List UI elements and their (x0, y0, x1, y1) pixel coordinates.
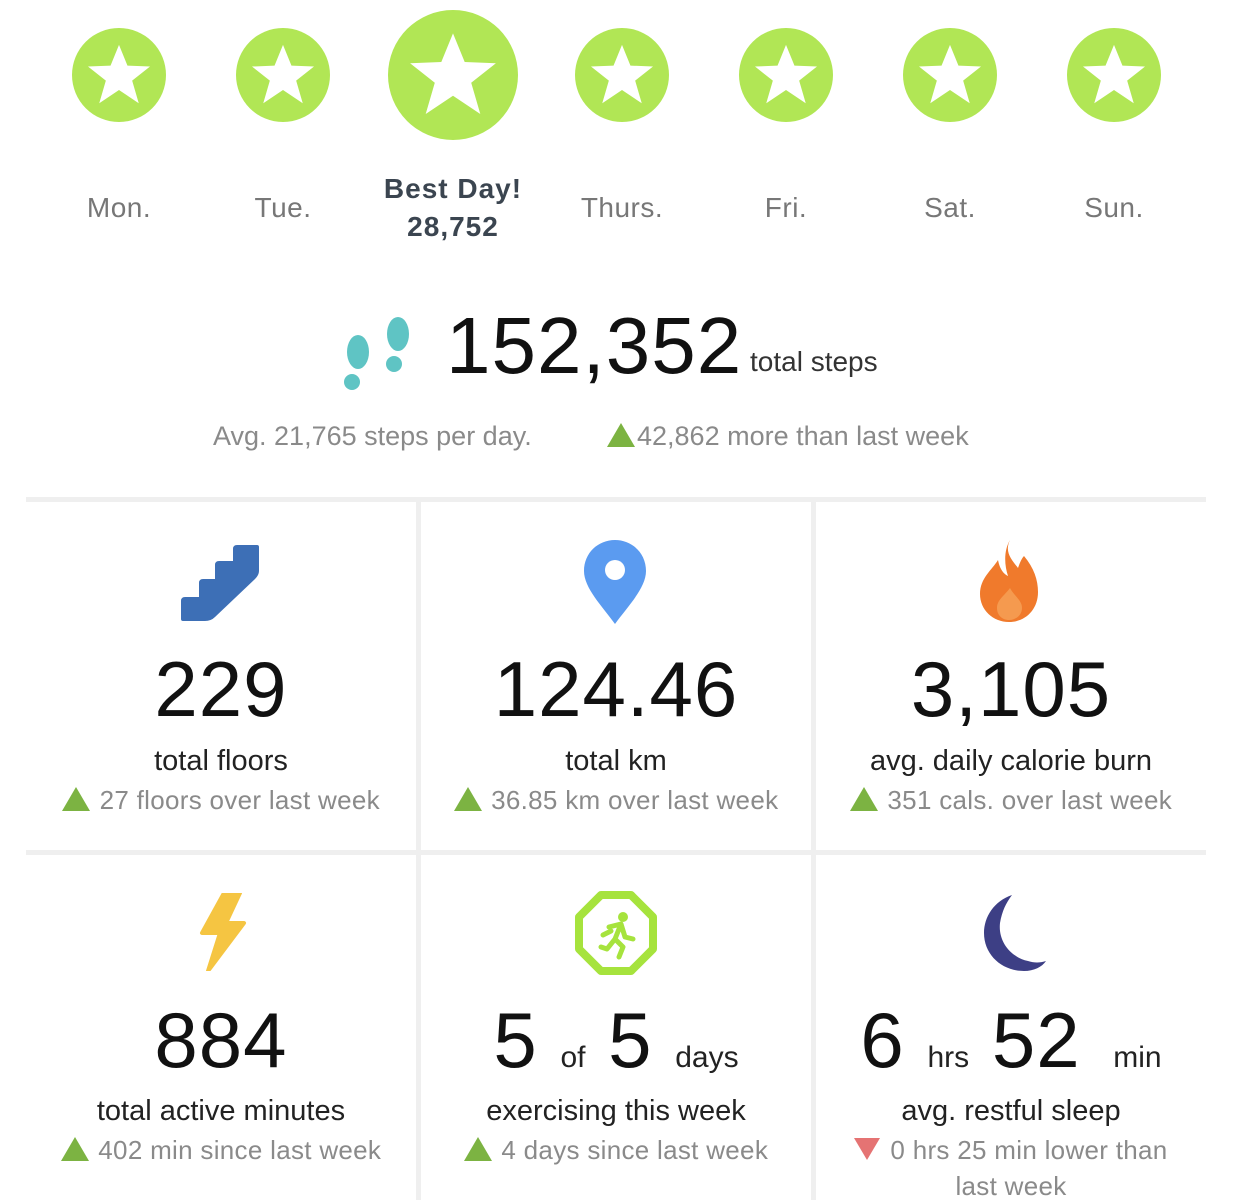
tile-floors[interactable]: 229 total floors 27 floors over last wee… (26, 502, 416, 850)
floors-label: total floors (154, 745, 288, 777)
exercise-days-unit: days (675, 1041, 739, 1074)
exercise-days-change-text: 4 days since last week (501, 1135, 769, 1165)
day-label: Tue. (254, 192, 312, 223)
floors-value: 229 (154, 645, 288, 733)
sleep-hours-unit: hrs (927, 1041, 970, 1074)
active-minutes-change-text: 402 min since last week (98, 1135, 382, 1165)
calories-label: avg. daily calorie burn (869, 745, 1153, 777)
sleep-value: 6 hrs 52 min (816, 995, 1206, 1086)
day-label: Mon. (86, 192, 152, 223)
sleep-change: 0 hrs 25 min lower than last week (816, 1132, 1206, 1200)
stats-grid: 229 total floors 27 floors over last wee… (26, 497, 1206, 1200)
star-badge-icon (903, 28, 997, 122)
steps-change-text: 42,862 more than last week (637, 421, 969, 451)
tile-sleep[interactable]: 6 hrs 52 min avg. restful sleep 0 hrs 25… (816, 855, 1206, 1200)
sleep-label: avg. restful sleep (901, 1095, 1121, 1127)
tile-distance[interactable]: 124.46 total km 36.85 km over last week (421, 502, 811, 850)
down-arrow-icon (854, 1138, 881, 1161)
tile-calories[interactable]: 3,105 avg. daily calorie burn 351 cals. … (816, 502, 1206, 850)
star-badge-icon (236, 28, 330, 122)
steps-change: 42,862 more than last week (607, 421, 969, 452)
distance-label: total km (565, 745, 667, 777)
star-badge-icon (388, 10, 518, 140)
active-minutes-label: total active minutes (96, 1095, 346, 1127)
active-minutes-value: 884 (154, 996, 288, 1084)
distance-change-text: 36.85 km over last week (491, 785, 779, 815)
sleep-minutes-unit: min (1113, 1041, 1162, 1074)
exercise-days-value: 5 of 5 days (421, 995, 811, 1086)
sleep-hours: 6 (860, 996, 905, 1084)
up-arrow-icon (60, 1137, 89, 1162)
best-day-label: Best Day! 28,752 (353, 170, 553, 246)
day-label: Thurs. (580, 192, 664, 223)
exercise-days-count: 5 (493, 996, 538, 1084)
up-arrow-icon (607, 422, 635, 447)
exercise-days-label: exercising this week (486, 1095, 746, 1127)
calories-change: 351 cals. over last week (816, 782, 1206, 818)
steps-unit: total steps (750, 346, 878, 377)
location-pin-icon (584, 540, 646, 624)
up-arrow-icon (453, 787, 482, 812)
flame-icon (978, 540, 1040, 624)
distance-change: 36.85 km over last week (421, 782, 811, 818)
lightning-bolt-icon (194, 891, 248, 973)
tile-active-minutes[interactable]: 884 total active minutes 402 min since l… (26, 855, 416, 1200)
exercise-days-change: 4 days since last week (421, 1132, 811, 1168)
exercise-days-goal: 5 (608, 996, 653, 1084)
calories-value: 3,105 (910, 645, 1112, 733)
sleep-change-text: 0 hrs 25 min lower than last week (890, 1135, 1168, 1200)
exercise-days-of: of (560, 1041, 586, 1074)
tile-exercise-days[interactable]: 5 of 5 days exercising this week 4 days … (421, 855, 811, 1200)
star-badge-icon (1067, 28, 1161, 122)
calories-change-text: 351 cals. over last week (887, 785, 1173, 815)
moon-icon (972, 893, 1048, 973)
sleep-minutes: 52 (991, 996, 1081, 1084)
star-badge-icon (575, 28, 669, 122)
footprints-icon (338, 316, 414, 396)
floors-change: 27 floors over last week (26, 782, 416, 818)
up-arrow-icon (849, 787, 878, 812)
star-badge-icon (72, 28, 166, 122)
best-day-title: Best Day! (383, 173, 523, 204)
up-arrow-icon (463, 1137, 492, 1162)
day-label: Fri. (764, 192, 808, 223)
stairs-icon (181, 545, 259, 621)
active-minutes-change: 402 min since last week (26, 1132, 416, 1168)
steps-total: 152,352 (446, 301, 743, 390)
steps-average: Avg. 21,765 steps per day. (213, 421, 532, 451)
distance-value: 124.46 (493, 645, 739, 733)
exercise-runner-icon (573, 891, 659, 977)
day-label: Sun. (1084, 192, 1144, 223)
floors-change-text: 27 floors over last week (99, 785, 380, 815)
day-label: Sat. (924, 192, 976, 223)
up-arrow-icon (62, 787, 91, 812)
star-badge-icon (739, 28, 833, 122)
best-day-steps: 28,752 (407, 211, 499, 242)
